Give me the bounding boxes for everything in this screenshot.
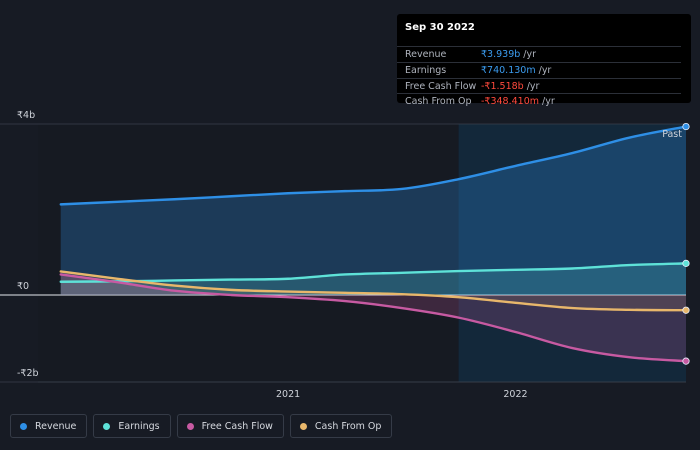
series-end-dots [682,122,690,365]
tooltip-row-revenue: Revenue ₹3.939b /yr [397,46,681,63]
end-dot-free-cash-flow [682,357,690,365]
end-dot-cash-from-op [682,306,690,314]
legend-dot-icon [299,422,307,430]
past-label: Past [662,129,682,140]
legend-item-cash-from-op[interactable]: Cash From Op [289,414,393,438]
tooltip-unit: /yr [520,49,537,60]
tooltip-value: ₹3.939b [481,49,521,60]
legend-dot-icon [186,422,194,430]
tooltip-label: Free Cash Flow [405,81,477,92]
tooltip-unit: /yr [535,65,552,76]
legend-label: Revenue [35,420,77,432]
tooltip-unit: /yr [539,96,555,107]
legend-item-free-cash-flow[interactable]: Free Cash Flow [176,414,284,438]
area-free-cash-flow [60,274,687,362]
line-free-cash-flow [59,273,688,363]
line-cash-from-op [59,270,688,312]
tooltip-row-free-cash-flow: Free Cash Flow -₹1.518b /yr [397,78,681,95]
legend-label: Cash From Op [314,420,382,432]
tooltip-row-earnings: Earnings ₹740.130m /yr [397,62,681,79]
tooltip-row-cash-from-op: Cash From Op -₹348.410m /yr [397,93,681,110]
y-tick-label: ₹0 [17,281,29,292]
legend-item-earnings[interactable]: Earnings [93,414,171,438]
tooltip: Sep 30 2022 Revenue ₹3.939b /yr Earnings… [397,14,691,107]
tooltip-unit: /yr [523,81,540,92]
tooltip-value: ₹740.130m [481,65,536,76]
tooltip-label: Cash From Op [405,96,472,107]
tooltip-label: Revenue [405,49,447,60]
area-cash-from-op [60,271,687,311]
legend-label: Free Cash Flow [201,420,273,432]
end-dot-earnings [682,259,690,267]
series-lines [59,125,688,363]
area-revenue [60,126,687,295]
legend-label: Earnings [118,420,160,432]
plot-background [38,124,459,382]
area-earnings [60,263,687,295]
x-tick-label: 2021 [276,389,300,400]
x-tick-label: 2022 [503,389,527,400]
end-dot-revenue [682,122,690,131]
legend-dot-icon [20,422,27,430]
y-tick-label: ₹4b [17,110,35,121]
past-region [458,124,686,382]
tooltip-value: -₹1.518b [481,81,524,92]
series-areas [60,126,687,362]
line-revenue [59,125,688,206]
tooltip-value: -₹348.410m [481,96,540,107]
y-axis-labels: ₹4b ₹0 -₹2b [17,110,39,379]
grid-lines [0,123,686,383]
line-earnings [59,262,688,283]
x-axis-labels: 2021 2022 [276,389,528,400]
legend: Revenue Earnings Free Cash Flow Cash Fro… [10,414,393,440]
tooltip-date: Sep 30 2022 [405,22,475,33]
tooltip-label: Earnings [405,65,447,76]
y-tick-label: -₹2b [17,368,39,379]
legend-dot-icon [103,422,111,430]
legend-item-revenue[interactable]: Revenue [10,414,88,438]
